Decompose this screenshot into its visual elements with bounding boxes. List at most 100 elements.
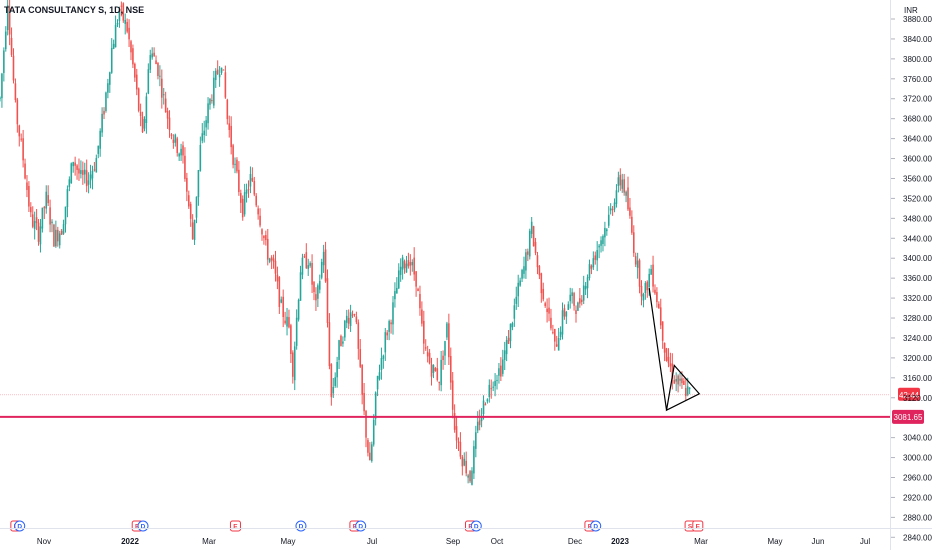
candle-body <box>89 174 92 181</box>
dividend-badge[interactable]: D <box>470 520 482 532</box>
candle-body <box>270 257 273 261</box>
candle-body <box>139 111 142 117</box>
earnings-badge[interactable]: E <box>692 520 704 532</box>
candle-body <box>240 193 242 203</box>
candle-body <box>606 229 608 232</box>
candle-body <box>60 230 63 235</box>
candle-body <box>143 118 146 129</box>
candle-body <box>357 322 360 349</box>
candle-body <box>155 60 157 65</box>
candle-body <box>471 470 473 485</box>
candle-body <box>151 53 153 58</box>
candle-body <box>685 387 687 397</box>
candle-body <box>461 456 464 467</box>
candle-body <box>122 3 125 21</box>
candle-body <box>523 266 525 274</box>
time-tick-label: May <box>280 537 295 546</box>
candle-body <box>344 320 346 338</box>
candle-body <box>265 235 267 241</box>
dividend-badge[interactable]: D <box>137 520 149 532</box>
candle-body <box>170 134 173 136</box>
candle-body <box>652 264 654 287</box>
dividend-badge[interactable]: D <box>590 520 602 532</box>
candle-body <box>449 356 452 383</box>
candle-body <box>322 251 325 266</box>
candle-body <box>55 229 57 247</box>
candle-body <box>579 298 581 304</box>
price-axis[interactable]: 3880.00 3840.00 3800.00 3760.00 3720.00 3680.… <box>890 0 932 550</box>
candle-body <box>534 241 537 253</box>
candle-body <box>650 269 652 275</box>
candle-body <box>542 288 545 300</box>
candle-body <box>305 252 308 269</box>
price-tick-label: 3880.00 <box>903 15 932 24</box>
candle-body <box>307 265 310 269</box>
candle-body <box>112 43 115 49</box>
candle-body <box>284 320 286 324</box>
candle-body <box>128 27 130 40</box>
candle-body <box>268 258 271 262</box>
candle-body <box>407 260 410 267</box>
candle-body <box>43 206 46 209</box>
candle-body <box>342 341 344 344</box>
candle-body <box>191 222 194 240</box>
candle-body <box>607 214 610 226</box>
dividend-badge[interactable]: D <box>14 520 26 532</box>
event-badges: EDEDEDEDEDEDSE <box>10 520 704 532</box>
candle-body <box>498 368 500 376</box>
candle-body <box>646 281 649 291</box>
candle-body <box>317 285 319 299</box>
candle-body <box>66 189 69 208</box>
candle-body <box>334 377 336 386</box>
candle-body <box>145 96 148 124</box>
candle-body <box>505 339 508 355</box>
candle-body <box>226 99 229 120</box>
time-axis[interactable]: Nov 2022 Mar May Jul Sep Oct Dec 2023 Mar May Jun Ju… <box>0 528 932 547</box>
badge-letter: E <box>135 523 140 530</box>
candle-body <box>313 282 315 293</box>
candle-body <box>376 376 379 390</box>
candle-body <box>519 280 521 286</box>
candle-body <box>124 19 127 24</box>
candle-body <box>299 272 302 301</box>
dividend-badge[interactable]: D <box>355 520 367 532</box>
candle-body <box>594 255 597 260</box>
candle-body <box>679 378 681 381</box>
candle-body <box>496 379 498 382</box>
candle-body <box>186 177 188 192</box>
candle-body <box>544 303 546 306</box>
candle-body <box>596 250 598 261</box>
candle-body <box>12 55 15 81</box>
candle-body <box>4 31 7 50</box>
candle-body <box>688 387 691 390</box>
candle-body <box>492 386 494 388</box>
candle-body <box>347 317 350 324</box>
candle-body <box>554 328 556 342</box>
earnings-badge[interactable]: E <box>229 520 241 532</box>
candle-body <box>45 191 48 209</box>
price-tick-label: 3760.00 <box>903 75 932 84</box>
candle-body <box>442 355 444 360</box>
price-tick-label: 3520.00 <box>903 194 932 203</box>
time-tick-label: May <box>767 537 782 546</box>
candle-body <box>451 380 454 410</box>
dividend-badge[interactable]: D <box>295 520 307 532</box>
candle-body <box>207 103 209 124</box>
candle-body <box>675 378 677 382</box>
candle-body <box>332 387 335 394</box>
candle-body <box>174 134 177 143</box>
candle-body <box>197 170 200 198</box>
candle-body <box>513 305 516 319</box>
candle-body <box>459 441 462 457</box>
candle-body <box>213 77 215 106</box>
candle-body <box>203 130 205 136</box>
candle-body <box>130 41 132 53</box>
candle-body <box>475 432 477 449</box>
candle-body <box>10 37 13 55</box>
candle-body <box>288 317 290 328</box>
candle-body <box>178 153 180 157</box>
candle-body <box>56 229 59 242</box>
candle-body <box>35 217 38 224</box>
badge-letter: D <box>299 523 304 530</box>
